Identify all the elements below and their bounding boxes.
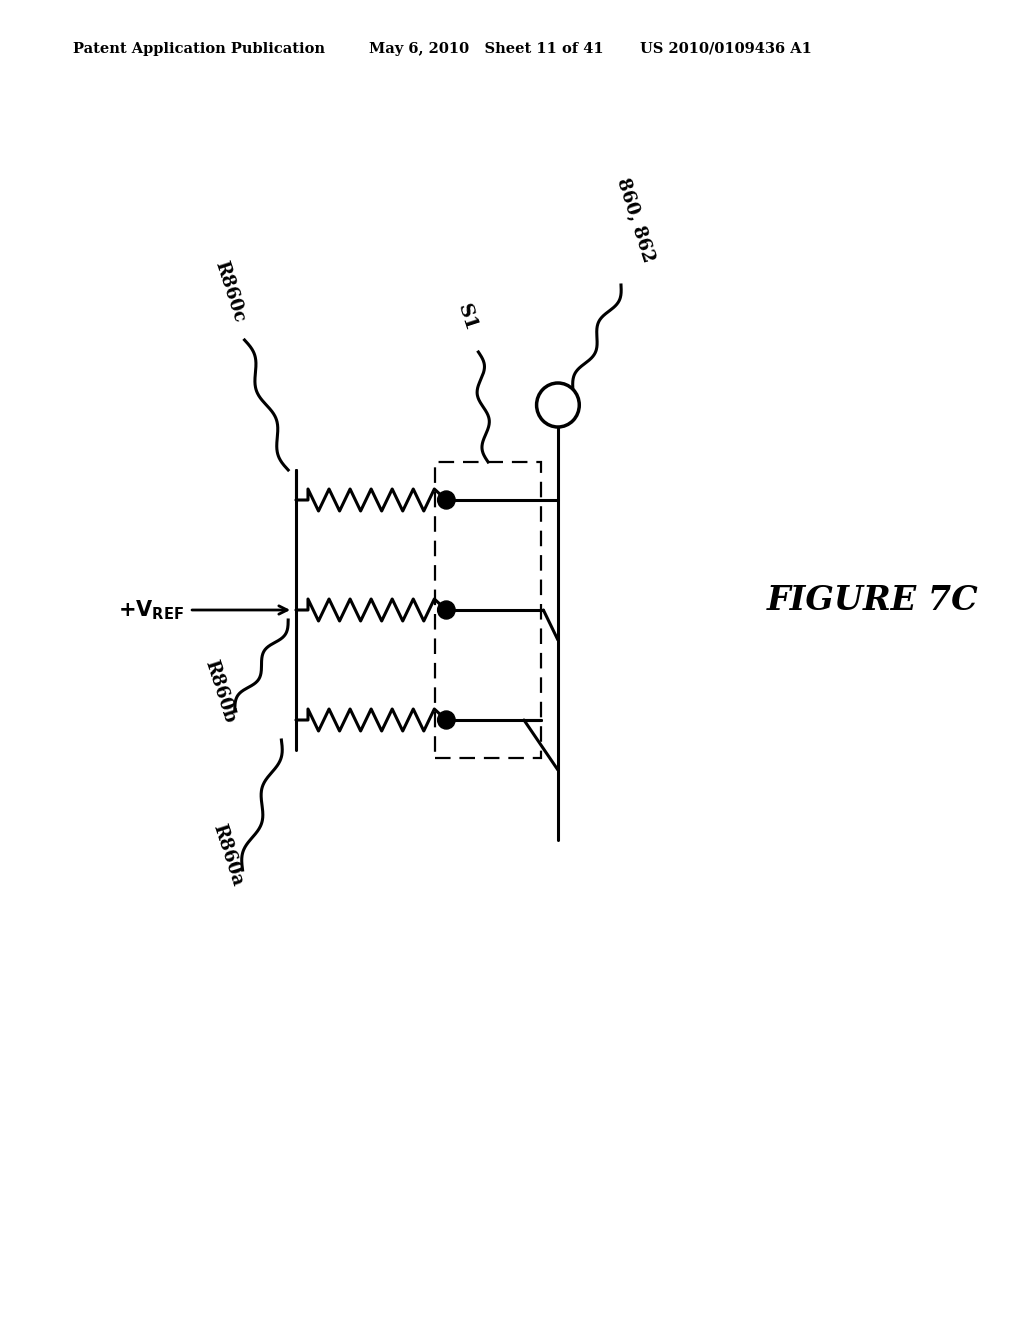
- Text: R860b: R860b: [202, 657, 239, 725]
- Circle shape: [537, 383, 580, 426]
- Circle shape: [437, 711, 455, 729]
- Text: S1: S1: [454, 302, 479, 334]
- Circle shape: [437, 491, 455, 510]
- Bar: [435, 462, 542, 758]
- Text: R860c: R860c: [212, 259, 249, 325]
- Text: Patent Application Publication: Patent Application Publication: [73, 42, 325, 55]
- Text: FIGURE 7C: FIGURE 7C: [767, 583, 978, 616]
- Text: 860, 862: 860, 862: [613, 176, 657, 265]
- Text: US 2010/0109436 A1: US 2010/0109436 A1: [640, 42, 812, 55]
- Text: R860a: R860a: [210, 821, 247, 888]
- Text: May 6, 2010   Sheet 11 of 41: May 6, 2010 Sheet 11 of 41: [369, 42, 603, 55]
- Text: $\mathbf{+V_{REF}}$: $\mathbf{+V_{REF}}$: [119, 598, 184, 622]
- Circle shape: [437, 601, 455, 619]
